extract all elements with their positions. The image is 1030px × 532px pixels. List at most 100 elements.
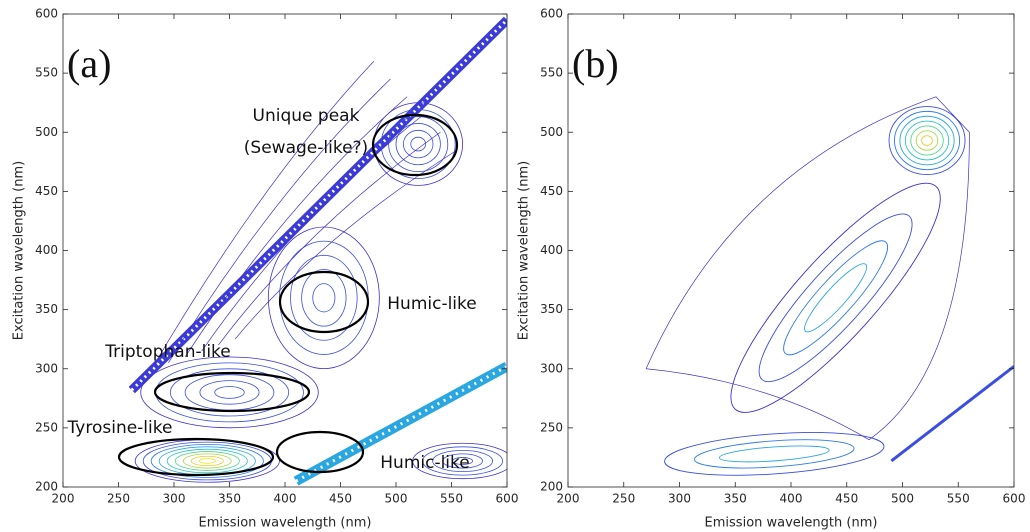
- x-tick-label: 600: [496, 492, 519, 506]
- contour-line: [664, 432, 885, 476]
- contour-line: [201, 114, 424, 352]
- x-tick-label: 200: [52, 492, 75, 506]
- contour-line: [184, 96, 408, 358]
- contour-line: [169, 368, 290, 417]
- scatter-band: [890, 365, 1014, 463]
- y-tick-label: 450: [35, 184, 58, 198]
- contour-line: [899, 115, 955, 166]
- y-tick-label: 600: [35, 7, 58, 21]
- x-tick-label: 400: [274, 492, 297, 506]
- x-tick-label: 300: [163, 492, 186, 506]
- y-tick-label: 350: [540, 302, 563, 316]
- annotation: Tyrosine-like: [67, 418, 173, 438]
- annotation: Unique peak: [253, 106, 360, 126]
- contour-line: [267, 226, 380, 369]
- contour-line: [894, 110, 961, 171]
- contour-line: [198, 458, 216, 464]
- y-tick-label: 300: [540, 361, 563, 375]
- annotation-ellipse: [278, 270, 370, 334]
- contour-line: [410, 136, 427, 152]
- contour-line: [910, 125, 944, 156]
- annotation: (Sewage-like?): [244, 138, 368, 158]
- x-tick-label: 350: [218, 492, 241, 506]
- y-tick-label: 600: [540, 7, 563, 21]
- contour-line: [921, 135, 933, 146]
- x-tick-label: 600: [1003, 492, 1026, 506]
- y-tick-label: 400: [540, 243, 563, 257]
- x-tick-label: 550: [440, 492, 463, 506]
- contour-line: [904, 120, 950, 161]
- x-tick-label: 300: [668, 492, 691, 506]
- contour-line: [888, 106, 966, 175]
- y-tick-label: 550: [35, 66, 58, 80]
- x-tick-label: 500: [385, 492, 408, 506]
- contour-line: [166, 448, 248, 474]
- x-tick-label: 550: [947, 492, 970, 506]
- contour-line: [150, 444, 264, 478]
- contour-line: [432, 449, 493, 473]
- y-tick-label: 550: [540, 66, 563, 80]
- contour-line: [804, 263, 868, 333]
- y-tick-label: 250: [35, 420, 58, 434]
- y-tick-label: 200: [540, 480, 563, 494]
- x-tick-label: 450: [835, 492, 858, 506]
- annotation: Humic-like: [380, 453, 469, 473]
- contour-line: [718, 445, 830, 463]
- y-tick-label: 350: [35, 302, 58, 316]
- x-tick-label: 450: [329, 492, 352, 506]
- x-tick-label: 500: [891, 492, 914, 506]
- contour-line: [218, 131, 441, 346]
- x-axis-label: Emission wavelength (nm): [705, 516, 878, 531]
- contour-line: [140, 356, 319, 429]
- panel-label: (b): [572, 41, 619, 86]
- x-tick-label: 400: [780, 492, 803, 506]
- y-tick-label: 450: [540, 184, 563, 198]
- contour-line: [380, 109, 456, 179]
- contour-line: [694, 439, 855, 469]
- annotation: Humic-like: [387, 294, 476, 314]
- contour-line: [758, 213, 913, 383]
- y-tick-label: 250: [540, 420, 563, 434]
- plot-frame: [567, 13, 1015, 488]
- y-tick-label: 300: [35, 361, 58, 375]
- y-axis-label: Excitation wavelength (nm): [517, 161, 532, 340]
- contour-line: [412, 442, 507, 480]
- annotation: Triptophan-like: [104, 342, 231, 362]
- annotation-ellipse: [371, 113, 459, 177]
- contour-line: [422, 446, 503, 476]
- x-tick-label: 250: [612, 492, 635, 506]
- contour-plot: [128, 16, 507, 486]
- contour-line: [151, 61, 375, 369]
- y-tick-label: 200: [35, 480, 58, 494]
- y-tick-label: 400: [35, 243, 58, 257]
- contour-line: [915, 130, 939, 151]
- y-axis-label: Excitation wavelength (nm): [12, 161, 27, 340]
- panel-label: (a): [67, 41, 111, 86]
- annotation-ellipse: [117, 437, 275, 477]
- contour-line: [388, 116, 449, 173]
- contour-line: [174, 451, 240, 471]
- contour-line: [199, 380, 260, 405]
- contour-line: [452, 457, 473, 465]
- contour-line: [182, 453, 232, 469]
- annotation-ellipse: [153, 371, 311, 413]
- x-tick-label: 350: [724, 492, 747, 506]
- contour-line: [155, 362, 304, 423]
- y-tick-label: 500: [35, 125, 58, 139]
- x-tick-label: 200: [557, 492, 580, 506]
- contour-line: [730, 182, 941, 413]
- contour-line: [190, 455, 224, 467]
- contour-plot: [645, 96, 1014, 476]
- contour-line: [395, 123, 441, 166]
- y-tick-label: 500: [540, 125, 563, 139]
- contour-line: [645, 96, 970, 441]
- contour-line: [184, 374, 275, 411]
- x-axis-label: Emission wavelength (nm): [199, 516, 372, 531]
- x-tick-label: 250: [107, 492, 130, 506]
- contour-line: [234, 149, 458, 340]
- contour-line: [290, 254, 358, 341]
- scatter-band: [130, 18, 507, 392]
- contour-line: [783, 240, 888, 356]
- annotation-ellipse: [275, 430, 365, 474]
